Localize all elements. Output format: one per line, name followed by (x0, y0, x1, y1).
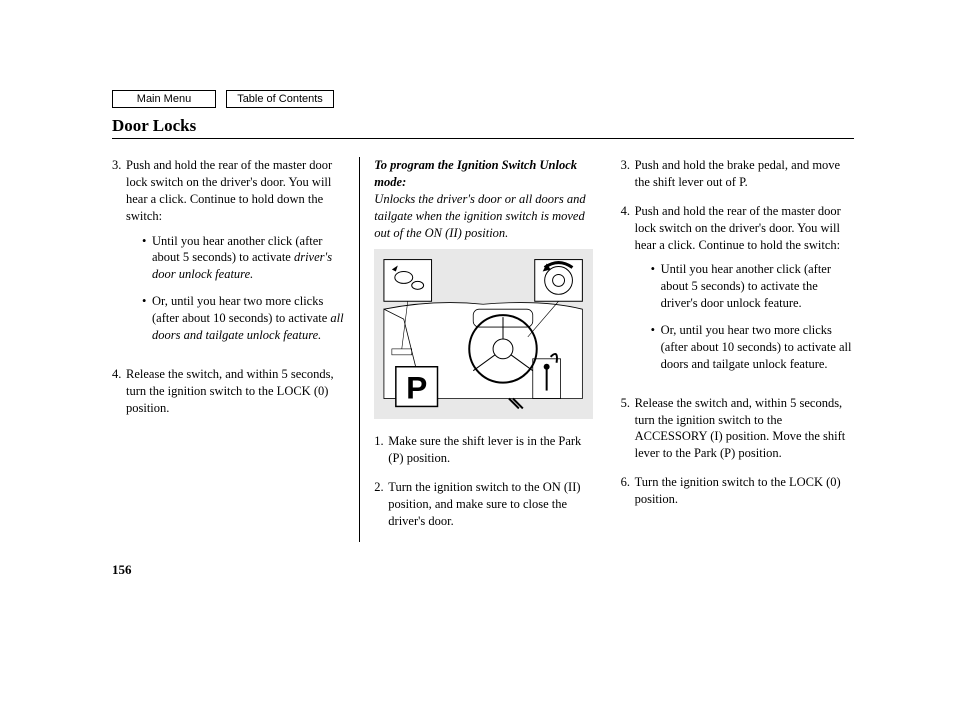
step-text: Push and hold the brake pedal, and move … (635, 157, 854, 191)
dashboard-illustration: P (374, 249, 592, 419)
page: Main Menu Table of Contents Door Locks 3… (0, 0, 954, 710)
page-title: Door Locks (112, 116, 854, 139)
col3-step-6: 6. Turn the ignition switch to the LOCK … (621, 474, 854, 508)
col2-step-2: 2. Turn the ignition switch to the ON (I… (374, 479, 592, 530)
column-1: 3. Push and hold the rear of the master … (112, 157, 359, 542)
dashboard-svg: P (374, 249, 592, 419)
col3-step-3: 3. Push and hold the brake pedal, and mo… (621, 157, 854, 191)
step-text: Push and hold the rear of the master doo… (635, 204, 841, 252)
step-number: 6. (621, 474, 635, 508)
column-2: To program the Ignition Switch Unlock mo… (359, 157, 606, 542)
bullet-text: Or, until you hear two more clicks (afte… (661, 322, 854, 373)
step-number: 2. (374, 479, 388, 530)
step-text: Make sure the shift lever is in the Park… (388, 433, 592, 467)
bullet-item: • Or, until you hear two more clicks (af… (142, 293, 345, 344)
bullet-text: Until you hear another click (after abou… (661, 261, 854, 312)
step-text: Release the switch and, within 5 seconds… (635, 395, 854, 463)
park-label: P (406, 370, 427, 406)
step-text: Release the switch, and within 5 seconds… (126, 366, 345, 417)
bullet-dot-icon: • (651, 261, 661, 312)
step-number: 4. (621, 203, 635, 383)
columns: 3. Push and hold the rear of the master … (112, 157, 854, 542)
bullet-text: Or, until you hear two more clicks (afte… (152, 294, 330, 325)
bullet-item: • Until you hear another click (after ab… (651, 261, 854, 312)
main-menu-button[interactable]: Main Menu (112, 90, 216, 108)
column-3: 3. Push and hold the brake pedal, and mo… (607, 157, 854, 542)
step-text: Turn the ignition switch to the LOCK (0)… (635, 474, 854, 508)
col3-step-5: 5. Release the switch and, within 5 seco… (621, 395, 854, 463)
page-number: 156 (112, 562, 854, 578)
bullet-item: • Or, until you hear two more clicks (af… (651, 322, 854, 373)
step-text: Push and hold the rear of the master doo… (126, 158, 332, 223)
bullet-item: • Until you hear another click (after ab… (142, 233, 345, 284)
step-number: 4. (112, 366, 126, 417)
col1-step-3: 3. Push and hold the rear of the master … (112, 157, 345, 354)
bullet-dot-icon: • (651, 322, 661, 373)
step-number: 3. (621, 157, 635, 191)
bullet-dot-icon: • (142, 293, 152, 344)
step-text: Turn the ignition switch to the ON (II) … (388, 479, 592, 530)
step-number: 3. (112, 157, 126, 354)
table-of-contents-button[interactable]: Table of Contents (226, 90, 334, 108)
col3-step-4: 4. Push and hold the rear of the master … (621, 203, 854, 383)
col2-step-1: 1. Make sure the shift lever is in the P… (374, 433, 592, 467)
step-number: 5. (621, 395, 635, 463)
bullet-dot-icon: • (142, 233, 152, 284)
col1-step-4: 4. Release the switch, and within 5 seco… (112, 366, 345, 417)
section-subtext: Unlocks the driver's door or all doors a… (374, 191, 592, 242)
step-number: 1. (374, 433, 388, 467)
nav-buttons: Main Menu Table of Contents (112, 90, 854, 108)
section-heading: To program the Ignition Switch Unlock mo… (374, 157, 592, 191)
